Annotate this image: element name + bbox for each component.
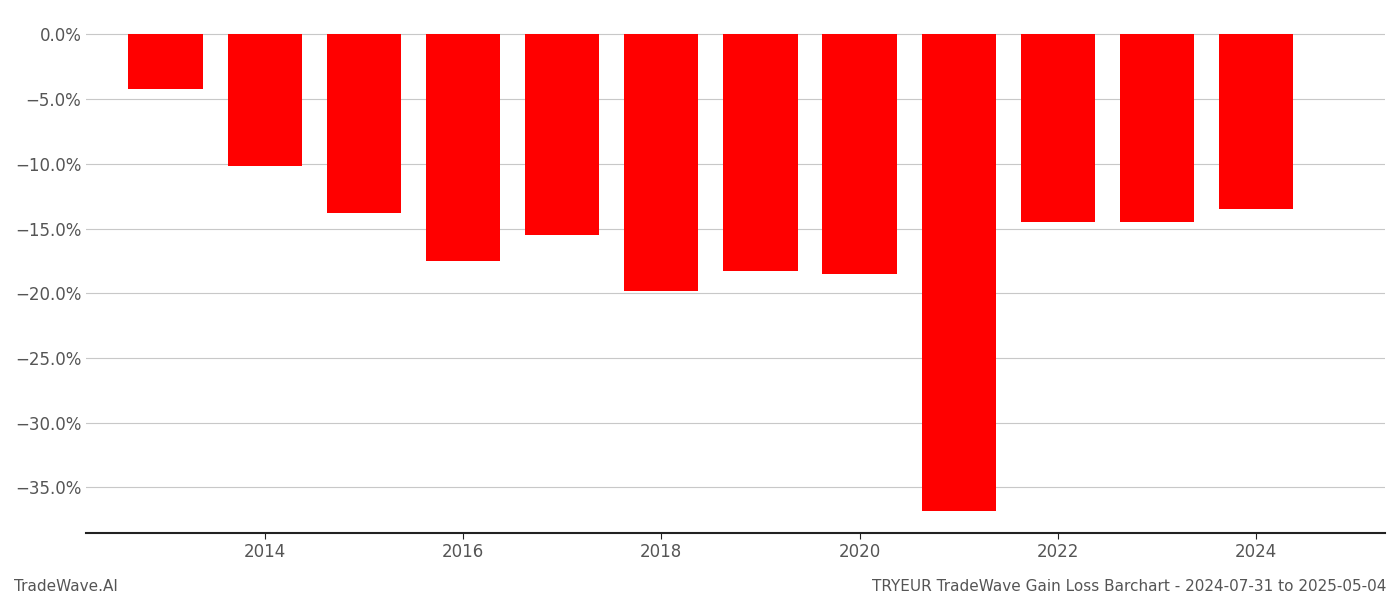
Bar — [1120, 34, 1194, 222]
Bar — [426, 34, 500, 261]
Bar — [724, 34, 798, 271]
Bar — [822, 34, 897, 274]
Bar — [228, 34, 302, 166]
Bar — [1219, 34, 1294, 209]
Bar — [624, 34, 699, 290]
Text: TradeWave.AI: TradeWave.AI — [14, 579, 118, 594]
Bar — [326, 34, 400, 213]
Bar — [525, 34, 599, 235]
Bar — [1021, 34, 1095, 222]
Bar — [129, 34, 203, 89]
Text: TRYEUR TradeWave Gain Loss Barchart - 2024-07-31 to 2025-05-04: TRYEUR TradeWave Gain Loss Barchart - 20… — [872, 579, 1386, 594]
Bar — [921, 34, 995, 511]
